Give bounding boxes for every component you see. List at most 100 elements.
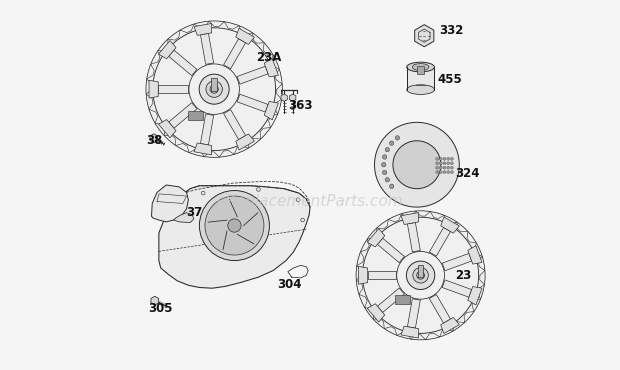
Circle shape: [443, 166, 446, 169]
Ellipse shape: [412, 64, 429, 71]
Polygon shape: [415, 25, 434, 47]
Text: 332: 332: [439, 24, 463, 37]
Polygon shape: [401, 326, 418, 338]
Bar: [188, 111, 203, 120]
Circle shape: [199, 74, 229, 104]
Polygon shape: [468, 246, 482, 264]
Circle shape: [451, 171, 453, 174]
Polygon shape: [441, 317, 459, 334]
Polygon shape: [159, 186, 310, 288]
Polygon shape: [159, 120, 176, 138]
Circle shape: [356, 211, 485, 340]
Circle shape: [146, 21, 282, 157]
Polygon shape: [169, 103, 197, 128]
Circle shape: [210, 85, 218, 93]
Ellipse shape: [374, 122, 459, 207]
Polygon shape: [150, 134, 157, 142]
Polygon shape: [200, 33, 214, 64]
Circle shape: [451, 162, 453, 165]
Circle shape: [440, 166, 442, 169]
Polygon shape: [224, 110, 246, 139]
Circle shape: [393, 141, 441, 189]
Circle shape: [383, 170, 387, 175]
Polygon shape: [368, 271, 396, 279]
Polygon shape: [358, 266, 368, 284]
Bar: [396, 295, 410, 304]
Polygon shape: [224, 39, 246, 69]
Text: 37: 37: [187, 206, 203, 219]
Polygon shape: [264, 58, 278, 77]
Circle shape: [200, 191, 270, 260]
Circle shape: [443, 171, 446, 174]
Polygon shape: [468, 286, 482, 305]
Text: eReplacementParts.com: eReplacementParts.com: [216, 194, 404, 209]
Polygon shape: [442, 253, 472, 271]
Polygon shape: [429, 228, 451, 256]
Polygon shape: [367, 229, 385, 247]
Circle shape: [436, 171, 438, 174]
Polygon shape: [441, 217, 459, 233]
Circle shape: [447, 162, 450, 165]
Polygon shape: [151, 185, 188, 222]
Circle shape: [413, 268, 428, 283]
Circle shape: [440, 157, 442, 160]
Polygon shape: [407, 299, 420, 328]
Circle shape: [385, 148, 389, 152]
Polygon shape: [169, 50, 197, 75]
Polygon shape: [158, 85, 188, 93]
Polygon shape: [290, 94, 296, 101]
Circle shape: [417, 272, 425, 279]
Polygon shape: [429, 295, 451, 323]
Polygon shape: [236, 134, 254, 150]
Circle shape: [443, 162, 446, 165]
Text: 305: 305: [148, 302, 172, 315]
Circle shape: [436, 157, 438, 160]
Text: 23A: 23A: [257, 51, 282, 64]
Ellipse shape: [407, 62, 435, 72]
Polygon shape: [401, 213, 418, 225]
Polygon shape: [417, 65, 424, 74]
Circle shape: [189, 64, 239, 114]
Text: 455: 455: [437, 74, 462, 87]
FancyBboxPatch shape: [407, 67, 435, 90]
Polygon shape: [159, 40, 176, 59]
Polygon shape: [281, 94, 288, 101]
Polygon shape: [200, 114, 214, 145]
Text: 324: 324: [456, 168, 480, 181]
Circle shape: [383, 155, 387, 159]
Circle shape: [385, 178, 389, 182]
Circle shape: [447, 171, 450, 174]
Polygon shape: [378, 238, 404, 263]
Bar: [211, 78, 217, 91]
Circle shape: [451, 166, 453, 169]
Text: 38: 38: [146, 134, 162, 147]
Polygon shape: [174, 213, 194, 223]
Circle shape: [447, 157, 450, 160]
Polygon shape: [151, 296, 159, 305]
Polygon shape: [407, 222, 420, 252]
Polygon shape: [378, 288, 404, 312]
Polygon shape: [194, 23, 211, 36]
Polygon shape: [236, 28, 254, 44]
Polygon shape: [237, 66, 268, 84]
Circle shape: [205, 196, 264, 255]
Circle shape: [440, 162, 442, 165]
Text: 304: 304: [277, 278, 301, 291]
Circle shape: [406, 261, 435, 289]
Circle shape: [451, 157, 453, 160]
Polygon shape: [264, 101, 278, 120]
Circle shape: [436, 162, 438, 165]
Circle shape: [440, 171, 442, 174]
Circle shape: [436, 166, 438, 169]
Polygon shape: [367, 304, 385, 322]
Circle shape: [395, 136, 400, 140]
Circle shape: [389, 184, 394, 188]
Circle shape: [206, 81, 223, 97]
Polygon shape: [237, 94, 268, 112]
Bar: [418, 265, 423, 277]
Circle shape: [397, 252, 445, 299]
Circle shape: [443, 157, 446, 160]
Text: 363: 363: [288, 99, 312, 112]
Text: 23: 23: [456, 269, 472, 282]
Polygon shape: [442, 280, 472, 297]
